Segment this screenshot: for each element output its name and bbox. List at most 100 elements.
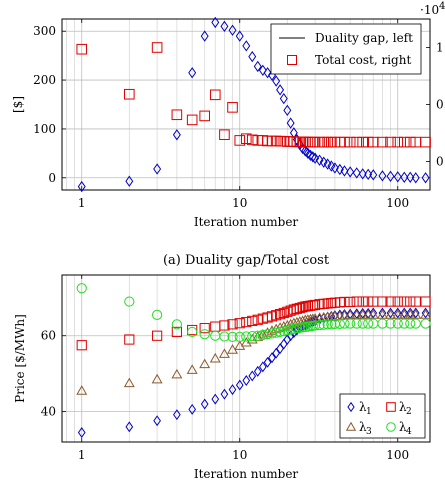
- chart-a-x-tick-label: 1: [78, 196, 86, 210]
- chart-a-series1-point: [393, 171, 402, 183]
- chart-a-series1-point: [378, 170, 387, 182]
- chart-a-series1-point: [411, 172, 420, 184]
- chart-b-x-tick-label: 10: [232, 448, 247, 462]
- chart-a-series1-point: [253, 60, 262, 73]
- chart-b-series4-point: [405, 318, 416, 329]
- chart-b-series1-point: [393, 307, 402, 319]
- chart-b-series2-point: [76, 340, 87, 351]
- chart-b-series2-point: [219, 320, 230, 331]
- chart-b-series1-point: [406, 307, 415, 319]
- chart-a-y-axis-label: [$]: [11, 96, 25, 113]
- chart-a-right-scale-label: ·10: [420, 3, 439, 17]
- chart-b-legend-label: λ: [359, 420, 367, 434]
- chart-a-series1-point: [369, 169, 378, 181]
- chart-a-series1-point: [364, 168, 373, 181]
- chart-b-series4-point: [199, 329, 210, 340]
- chart-b-legend-key: [386, 402, 396, 412]
- chart-a-caption: (a) Duality gap/Total cost: [163, 253, 330, 268]
- chart-a-series2-point: [199, 110, 210, 122]
- chart-b-series2-point: [247, 315, 258, 327]
- chart-a-series1-point: [352, 167, 361, 179]
- chart-b-series2-point: [171, 326, 182, 338]
- chart-a-series1-point: [263, 67, 272, 79]
- chart-a-series1-point: [346, 166, 355, 178]
- chart-a-series1-point: [125, 175, 134, 187]
- chart-b-series3-point: [257, 328, 269, 339]
- chart-b-legend: [339, 393, 426, 439]
- chart-b-series2-point: [294, 302, 305, 314]
- chart-a-series1-point: [327, 160, 336, 172]
- chart-b-series2-point: [385, 296, 396, 307]
- chart-b-series4-point: [234, 331, 245, 342]
- chart-b-legend-key: [345, 421, 357, 431]
- chart-a-series1-point: [311, 152, 320, 164]
- chart-b-series4-point: [171, 319, 182, 330]
- chart-a-series2-point: [377, 136, 388, 148]
- chart-b-series2-point: [241, 316, 252, 328]
- chart-a-series1-point: [358, 168, 367, 180]
- chart-b-series4-point: [252, 330, 263, 341]
- chart-a-y-right-tick-label: 1: [436, 41, 444, 55]
- chart-a-series2-point: [227, 102, 238, 113]
- chart-b-series1-point: [125, 421, 134, 433]
- chart-b-series1-point: [211, 393, 220, 405]
- chart-a-series1-point: [228, 24, 237, 36]
- chart-b-series1-point: [263, 356, 272, 368]
- chart-a-series2-point: [240, 133, 252, 144]
- chart-b-series4-point: [339, 318, 350, 329]
- chart-a-series1-point: [248, 50, 257, 63]
- chart-b-series1-point: [386, 307, 395, 319]
- chart-b-x-tick-label: 100: [386, 448, 409, 462]
- chart-b-series4-point: [334, 318, 345, 330]
- chart-b-series1-point: [411, 307, 420, 319]
- chart-a-series1-point: [303, 147, 312, 160]
- chart-b-series4-point: [318, 319, 329, 330]
- chart-b-series1-point: [378, 307, 387, 319]
- chart-b-series1-point: [200, 398, 209, 410]
- chart-a-y-tick-label: 0: [48, 171, 56, 185]
- chart-b-series4-point: [314, 320, 325, 331]
- chart-a-series2-point: [76, 43, 88, 55]
- chart-a-series1-point: [242, 40, 251, 52]
- chart-a-series2-point: [234, 135, 246, 146]
- chart-b-series4-point: [410, 318, 421, 329]
- chart-a-legend-label: Duality gap, left: [315, 31, 413, 45]
- chart-a-series2-point: [351, 136, 363, 148]
- chart-a-series1-point: [272, 75, 281, 87]
- chart-b-axes-frame: [61, 274, 431, 443]
- chart-b-series4-point: [363, 318, 374, 329]
- chart-b-series2-point: [410, 296, 421, 307]
- chart-b-series3-point: [171, 368, 183, 379]
- chart-b-series3-point: [367, 309, 379, 319]
- chart-a-series1-point: [211, 16, 220, 29]
- chart-a-series1-point: [153, 163, 162, 175]
- chart-b-series1-point: [279, 338, 288, 350]
- chart-a-series1-point: [172, 129, 181, 141]
- chart-b-legend-key: [347, 401, 355, 413]
- chart-b-series2-point: [405, 296, 416, 307]
- chart-b-series4-point: [385, 318, 396, 329]
- chart-a-series1-point: [77, 180, 86, 193]
- chart-b-series1-point: [421, 307, 430, 319]
- chart-a-series2-point: [151, 42, 163, 53]
- chart-a-y-tick-label: 200: [33, 73, 56, 87]
- chart-a-y-tick-label: 100: [33, 122, 56, 136]
- chart-b-legend-label: λ: [359, 400, 367, 414]
- chart-b-series4-point: [345, 318, 356, 329]
- chart-a-series2-point: [186, 114, 198, 126]
- chart-a-series2-point: [410, 136, 422, 148]
- chart-b-series2-point: [278, 307, 289, 319]
- chart-b-series1-point: [235, 379, 244, 391]
- chart-b-series4-point: [187, 326, 198, 338]
- chart-b-series3-point: [410, 309, 422, 319]
- chart-b-legend-subscript: 4: [406, 427, 412, 437]
- chart-a-legend-label: Total cost, right: [315, 53, 411, 67]
- chart-a-y-right-tick-label: 0.5: [436, 98, 445, 112]
- chart-a-series1-point: [220, 20, 229, 33]
- chart-b-series1-point: [253, 365, 262, 377]
- chart-b-x-tick-label: 1: [78, 448, 86, 462]
- chart-b-series2-point: [227, 319, 238, 330]
- chart-b-y-tick-label: 60: [41, 329, 56, 343]
- chart-a-x-axis-label: Iteration number: [194, 215, 299, 229]
- chart-b-series1-point: [268, 352, 276, 364]
